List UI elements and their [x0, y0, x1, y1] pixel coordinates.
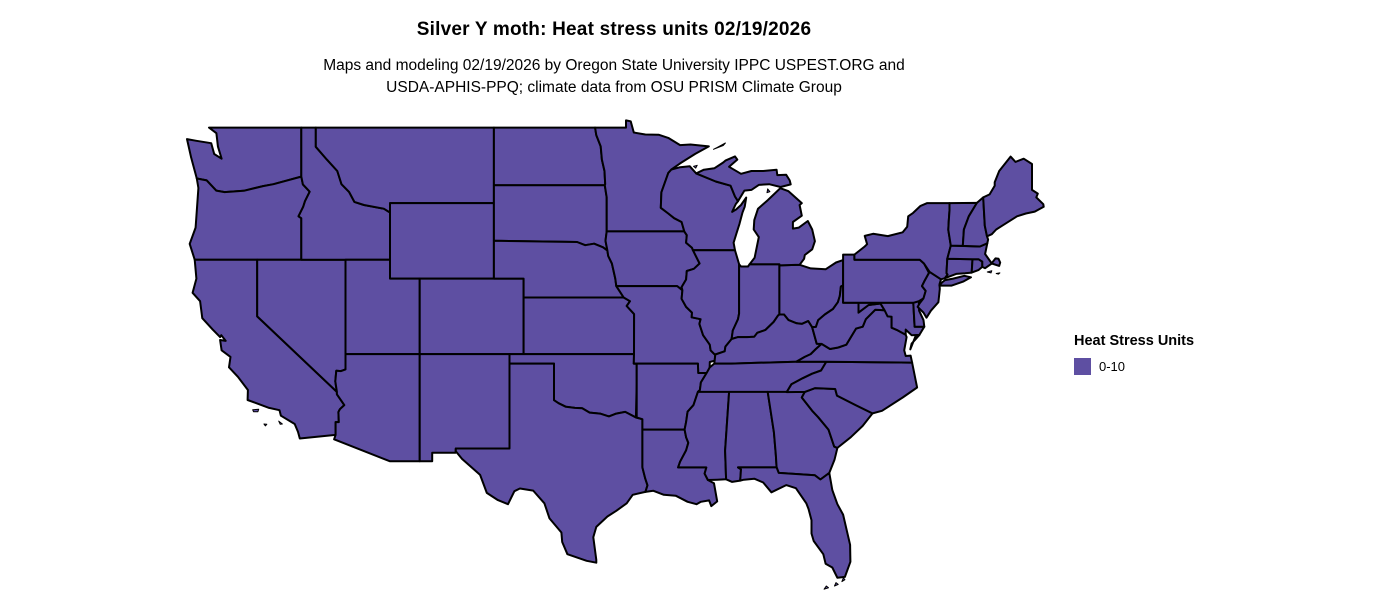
state-new-mexico [418, 353, 511, 463]
state-beaver-island [766, 188, 771, 194]
page-title: Silver Y moth: Heat stress units 02/19/2… [416, 19, 812, 40]
state-channel-islands [278, 420, 283, 425]
legend-swatch [1074, 358, 1091, 375]
state-channel-islands [263, 423, 268, 427]
legend-title: Heat Stress Units [1074, 333, 1195, 349]
legend: Heat Stress Units 0-10 [1074, 333, 1194, 375]
subtitle: Maps and modeling 02/19/2026 by Oregon S… [113, 55, 1115, 99]
subtitle-line-2: USDA-APHIS-PPQ; climate data from OSU PR… [386, 79, 842, 96]
state-kansas [522, 296, 636, 356]
state-massachusetts [946, 242, 1002, 270]
state-new-york [938, 274, 972, 287]
state-nantucket [995, 272, 1001, 275]
state-florida-keys [841, 577, 846, 583]
state-pennsylvania [842, 253, 930, 304]
state-florida-keys [823, 585, 829, 590]
state-north-dakota [492, 126, 607, 187]
state-florida-keys [834, 582, 839, 587]
state-maine [982, 155, 1045, 238]
state-apostle-islands [693, 164, 698, 169]
legend-label: 0-10 [1099, 359, 1126, 374]
state-marthas-vineyard [986, 270, 993, 274]
state-michigan [695, 155, 792, 203]
state-michigan [748, 187, 816, 267]
legend-item: 0-10 [1074, 358, 1194, 375]
state-colorado [418, 277, 525, 356]
subtitle-line-1: Maps and modeling 02/19/2026 by Oregon S… [323, 57, 905, 74]
state-arizona [333, 353, 421, 463]
state-isle-royale [713, 142, 726, 150]
state-oregon [188, 175, 311, 261]
state-texas [454, 362, 649, 564]
state-connecticut [943, 257, 974, 280]
state-north-carolina [785, 360, 919, 415]
state-virginia [909, 333, 921, 351]
state-channel-islands [252, 408, 260, 413]
state-florida [737, 466, 852, 579]
state-wyoming [389, 202, 495, 280]
state-new-jersey [916, 270, 942, 319]
